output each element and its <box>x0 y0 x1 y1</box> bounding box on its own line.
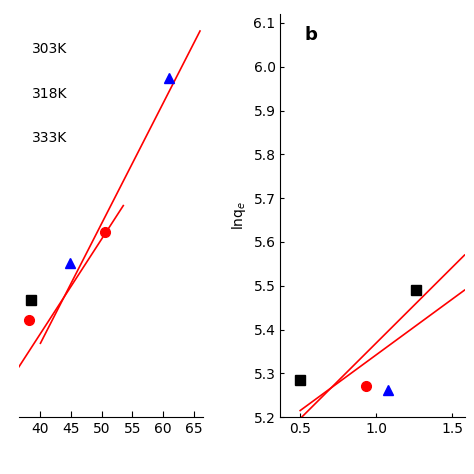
Text: b: b <box>304 27 317 44</box>
Y-axis label: lnq$_e$: lnq$_e$ <box>230 201 248 230</box>
Text: 333K: 333K <box>32 131 67 145</box>
Text: 303K: 303K <box>32 43 67 56</box>
Text: 318K: 318K <box>32 87 67 101</box>
